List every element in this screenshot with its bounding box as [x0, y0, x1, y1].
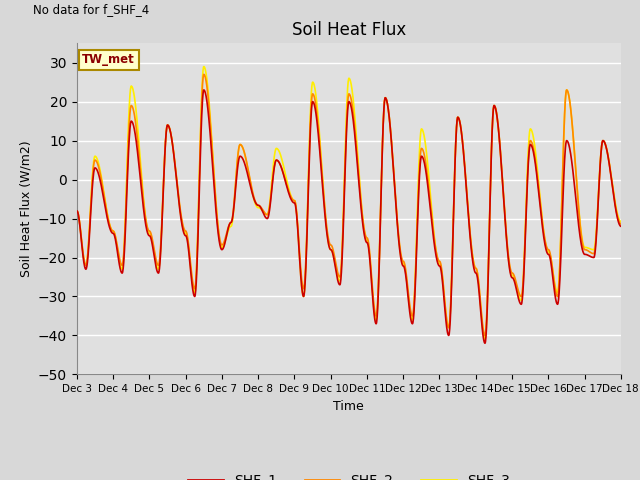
SHF_2: [376, 214, 384, 219]
SHF_3: [376, 216, 384, 221]
SHF_2: [200, 72, 207, 77]
X-axis label: Time: Time: [333, 400, 364, 413]
Line: SHF_2: SHF_2: [77, 74, 621, 336]
SHF_1: [481, 340, 489, 346]
SHF_3: [508, 271, 515, 277]
SHF_3: [617, 219, 625, 225]
SHF_3: [200, 64, 207, 70]
SHF_1: [365, 245, 372, 251]
SHF_1: [200, 87, 207, 93]
SHF_1: [376, 218, 384, 224]
Line: SHF_1: SHF_1: [77, 90, 621, 343]
Title: Soil Heat Flux: Soil Heat Flux: [292, 21, 406, 39]
SHF_3: [570, 132, 577, 138]
SHF_1: [225, 224, 232, 229]
SHF_3: [481, 336, 489, 342]
SHF_2: [481, 333, 489, 338]
SHF_2: [225, 223, 232, 228]
Legend: SHF_1, SHF_2, SHF_3: SHF_1, SHF_2, SHF_3: [182, 468, 515, 480]
SHF_3: [73, 208, 81, 214]
SHF_2: [570, 133, 577, 139]
SHF_1: [617, 223, 625, 229]
SHF_3: [584, 245, 592, 251]
SHF_3: [225, 227, 232, 232]
SHF_2: [617, 221, 625, 227]
SHF_2: [73, 208, 81, 214]
SHF_1: [584, 252, 592, 258]
Y-axis label: Soil Heat Flux (W/m2): Soil Heat Flux (W/m2): [19, 141, 32, 277]
SHF_1: [73, 208, 81, 214]
Text: TW_met: TW_met: [82, 53, 135, 66]
SHF_1: [508, 274, 515, 279]
SHF_2: [508, 269, 515, 275]
Line: SHF_3: SHF_3: [77, 67, 621, 339]
Text: No data for f_SHF_4: No data for f_SHF_4: [33, 3, 150, 16]
SHF_2: [584, 248, 592, 254]
SHF_1: [570, 170, 577, 176]
SHF_2: [365, 240, 372, 246]
SHF_3: [365, 243, 372, 249]
